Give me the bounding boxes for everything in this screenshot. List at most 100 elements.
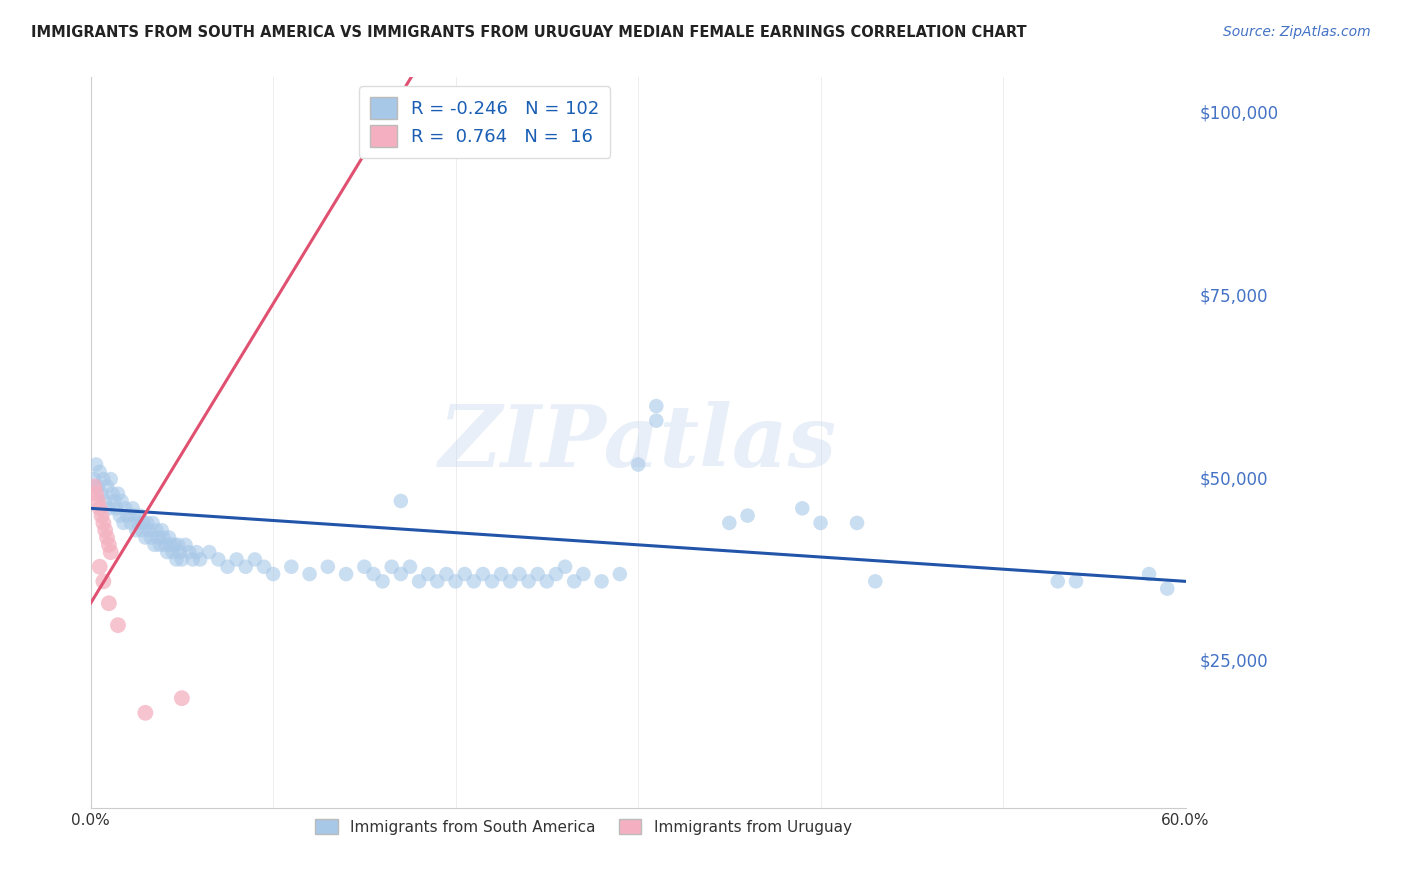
Point bbox=[97, 501, 120, 516]
Text: $50,000: $50,000 bbox=[1199, 470, 1268, 488]
Point bbox=[112, 516, 135, 530]
Point bbox=[174, 538, 197, 552]
Point bbox=[128, 508, 150, 523]
Point bbox=[562, 574, 585, 589]
Point bbox=[127, 516, 149, 530]
Point bbox=[105, 501, 128, 516]
Point bbox=[89, 465, 111, 479]
Point bbox=[163, 538, 186, 552]
Point bbox=[134, 531, 156, 545]
Point bbox=[335, 567, 357, 582]
Point bbox=[389, 567, 412, 582]
Point bbox=[436, 567, 458, 582]
Point bbox=[138, 523, 160, 537]
Point bbox=[235, 559, 257, 574]
Point bbox=[100, 545, 122, 559]
Text: IMMIGRANTS FROM SOUTH AMERICA VS IMMIGRANTS FROM URUGUAY MEDIAN FEMALE EARNINGS : IMMIGRANTS FROM SOUTH AMERICA VS IMMIGRA… bbox=[31, 25, 1026, 40]
Point bbox=[316, 559, 339, 574]
Point bbox=[572, 567, 595, 582]
Point bbox=[463, 574, 485, 589]
Point bbox=[94, 494, 117, 508]
Point bbox=[262, 567, 284, 582]
Point bbox=[810, 516, 832, 530]
Point bbox=[87, 479, 110, 493]
Point bbox=[165, 552, 187, 566]
Point bbox=[120, 516, 142, 530]
Point bbox=[108, 508, 131, 523]
Point bbox=[645, 399, 668, 413]
Point bbox=[84, 458, 107, 472]
Point bbox=[188, 552, 211, 566]
Point bbox=[167, 538, 190, 552]
Point bbox=[481, 574, 503, 589]
Legend: Immigrants from South America, Immigrants from Uruguay: Immigrants from South America, Immigrant… bbox=[305, 810, 860, 844]
Point bbox=[471, 567, 494, 582]
Point bbox=[169, 545, 191, 559]
Point bbox=[131, 523, 153, 537]
Point bbox=[84, 486, 107, 500]
Point bbox=[101, 486, 124, 500]
Point bbox=[143, 538, 166, 552]
Point bbox=[179, 545, 201, 559]
Point bbox=[170, 691, 193, 706]
Point bbox=[162, 545, 184, 559]
Point bbox=[103, 494, 125, 508]
Point bbox=[90, 508, 112, 523]
Text: $25,000: $25,000 bbox=[1199, 653, 1268, 671]
Point bbox=[225, 552, 247, 566]
Point bbox=[207, 552, 229, 566]
Text: ZIPatlas: ZIPatlas bbox=[439, 401, 837, 484]
Point bbox=[426, 574, 449, 589]
Point bbox=[83, 479, 105, 493]
Point bbox=[645, 414, 668, 428]
Point bbox=[150, 523, 173, 537]
Point bbox=[198, 545, 221, 559]
Point bbox=[865, 574, 887, 589]
Point bbox=[517, 574, 540, 589]
Point bbox=[363, 567, 385, 582]
Point bbox=[418, 567, 440, 582]
Text: $75,000: $75,000 bbox=[1199, 287, 1268, 306]
Point bbox=[1137, 567, 1160, 582]
Point bbox=[142, 516, 165, 530]
Point bbox=[298, 567, 321, 582]
Point bbox=[526, 567, 548, 582]
Point bbox=[93, 472, 115, 486]
Point bbox=[170, 552, 193, 566]
Point bbox=[89, 501, 111, 516]
Point bbox=[132, 516, 155, 530]
Point bbox=[97, 596, 120, 610]
Point bbox=[389, 494, 412, 508]
Point bbox=[87, 494, 110, 508]
Point bbox=[124, 508, 146, 523]
Point bbox=[591, 574, 613, 589]
Point bbox=[454, 567, 477, 582]
Point bbox=[134, 706, 156, 720]
Point bbox=[145, 523, 167, 537]
Point bbox=[139, 531, 162, 545]
Point bbox=[353, 559, 375, 574]
Point bbox=[381, 559, 404, 574]
Point bbox=[157, 531, 180, 545]
Point bbox=[371, 574, 394, 589]
Point bbox=[846, 516, 869, 530]
Point bbox=[111, 494, 134, 508]
Point bbox=[1064, 574, 1087, 589]
Point bbox=[146, 531, 169, 545]
Point bbox=[97, 538, 120, 552]
Point bbox=[737, 508, 759, 523]
Point bbox=[253, 559, 276, 574]
Text: Source: ZipAtlas.com: Source: ZipAtlas.com bbox=[1223, 25, 1371, 39]
Point bbox=[160, 538, 183, 552]
Point bbox=[125, 523, 148, 537]
Point bbox=[83, 472, 105, 486]
Point bbox=[152, 531, 174, 545]
Text: $100,000: $100,000 bbox=[1199, 105, 1278, 123]
Point bbox=[94, 523, 117, 537]
Point bbox=[489, 567, 512, 582]
Point bbox=[1046, 574, 1069, 589]
Point bbox=[399, 559, 422, 574]
Point bbox=[792, 501, 814, 516]
Point bbox=[136, 516, 159, 530]
Point bbox=[508, 567, 530, 582]
